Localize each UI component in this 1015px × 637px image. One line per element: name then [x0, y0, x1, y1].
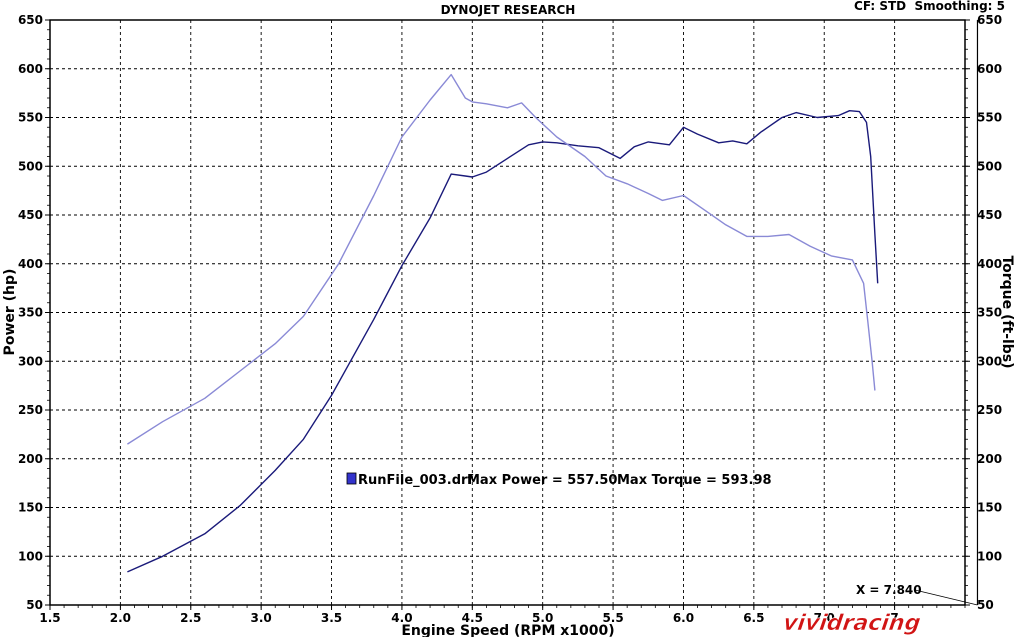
y-left-tick-label: 150	[18, 501, 43, 515]
y-left-tick-label: 350	[18, 306, 43, 320]
y-left-tick-label: 50	[26, 598, 43, 612]
y-right-tick-label: 100	[977, 549, 1002, 563]
x-tick-label: 6.5	[743, 611, 764, 625]
x-tick-label: 4.5	[462, 611, 483, 625]
x-tick-label: 3.0	[251, 611, 272, 625]
legend-file: RunFile_003.drf	[358, 473, 473, 488]
y-right-tick-label: 200	[977, 452, 1002, 466]
x-tick-label: 4.0	[391, 611, 412, 625]
y-right-tick-label: 500	[977, 159, 1002, 173]
x-tick-label: 2.0	[110, 611, 131, 625]
legend-max-power: Max Power = 557.50	[467, 473, 617, 488]
x-tick-label: 2.5	[180, 611, 201, 625]
legend: RunFile_003.drf Max Power = 557.50 Max T…	[346, 472, 772, 488]
y-right-tick-label: 400	[977, 257, 1002, 271]
y-right-tick-label: 50	[977, 598, 994, 612]
x-tick-label: 6.0	[673, 611, 694, 625]
x-tick-label: 1.5	[39, 611, 60, 625]
y-right-tick-label: 300	[977, 354, 1002, 368]
y-left-tick-label: 650	[18, 13, 43, 27]
x-axis-title: Engine Speed (RPM x1000)	[401, 623, 614, 637]
cursor-leader	[914, 589, 978, 606]
power-line	[127, 110, 879, 573]
x-tick-label: 5.0	[532, 611, 553, 625]
y-axis-left-title: Power (hp)	[2, 269, 18, 356]
y-left-tick-label: 400	[18, 257, 43, 271]
y-left-tick-label: 550	[18, 111, 43, 125]
y-left-tick-label: 200	[18, 452, 43, 466]
series-lines	[127, 73, 879, 573]
y-left-tick-label: 600	[18, 62, 43, 76]
x-tick-label: 7.0	[814, 611, 835, 625]
y-right-tick-label: 350	[977, 306, 1002, 320]
legend-max-torque: Max Torque = 593.98	[617, 473, 772, 488]
axis-ticks: 1.5 2.0 2.5 3.0 3.5 4.0 4.5 5.0 5.5 6.0 6.5 7.0 7 50 5…	[18, 13, 1002, 625]
y-right-tick-label: 650	[977, 13, 1002, 27]
chart-title: DYNOJET RESEARCH	[441, 3, 576, 17]
y-left-tick-label: 250	[18, 403, 43, 417]
y-right-tick-label: 450	[977, 208, 1002, 222]
x-tick-label: 5.5	[602, 611, 623, 625]
header-settings: CF: STD Smoothing: 5	[854, 0, 1005, 13]
y-axis-right-title: Torque (ft-lbs)	[999, 255, 1015, 368]
watermark-logo: vividracing	[781, 610, 922, 636]
y-right-tick-label: 600	[977, 62, 1002, 76]
y-left-tick-label: 300	[18, 354, 43, 368]
x-tick-label: 7	[890, 611, 898, 625]
y-left-tick-label: 450	[18, 208, 43, 222]
legend-swatch	[346, 472, 357, 485]
y-right-tick-label: 550	[977, 111, 1002, 125]
grid-lines	[50, 20, 965, 605]
torque-line	[127, 73, 876, 445]
x-tick-label: 3.5	[321, 611, 342, 625]
cursor	[914, 20, 979, 606]
y-right-tick-label: 250	[977, 403, 1002, 417]
y-left-tick-label: 100	[18, 549, 43, 563]
y-right-tick-label: 150	[977, 501, 1002, 515]
y-left-tick-label: 500	[18, 159, 43, 173]
cursor-readout: X = 7.840	[856, 583, 922, 597]
